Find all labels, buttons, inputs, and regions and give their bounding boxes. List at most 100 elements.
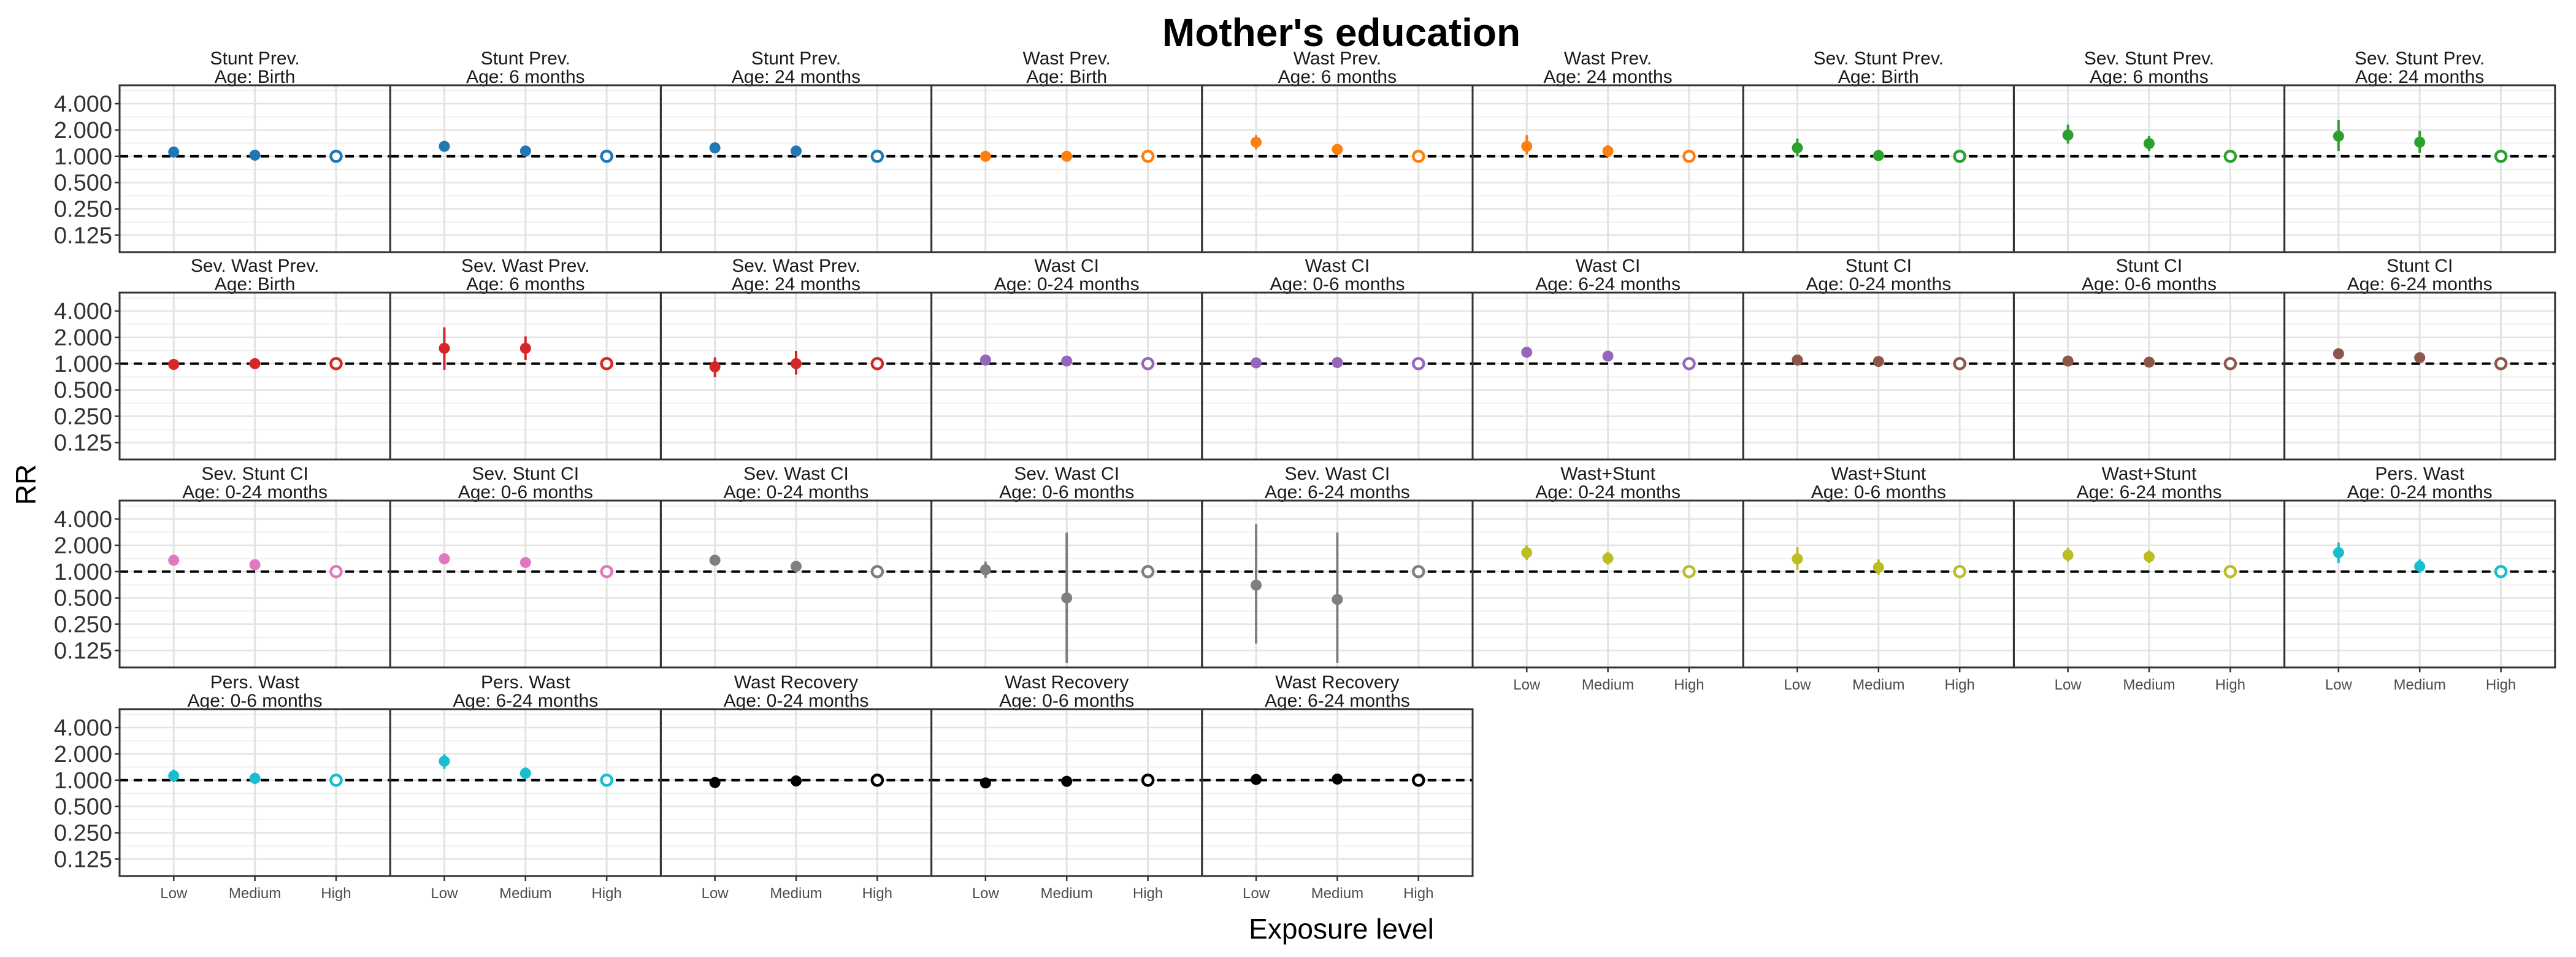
estimate-point [519, 767, 531, 779]
facet-panel: Wast Prev.Age: 6 months [1201, 48, 1474, 253]
panel-border [2283, 291, 2556, 461]
reference-point [1953, 565, 1966, 578]
panel-subtitle: Age: 0-6 months [2082, 274, 2217, 294]
estimate-point [791, 775, 802, 787]
reference-point [600, 565, 613, 578]
estimate-point [791, 561, 802, 572]
facet-panel: Stunt Prev.Age: Birth 0.1250.2500.5001.00… [54, 48, 391, 253]
panel-subtitle: Age: 6 months [466, 67, 585, 87]
estimate-point [1792, 553, 1803, 564]
panel-title: Stunt Prev. [481, 48, 570, 69]
estimate-point [168, 359, 180, 371]
estimate-point [168, 555, 180, 566]
panel-subtitle: Age: 6 months [1278, 67, 1397, 87]
panel-title: Wast Prev. [1564, 48, 1652, 69]
reference-point [1412, 774, 1425, 787]
reference-point [870, 774, 884, 787]
x-tick-label: Medium [499, 885, 551, 902]
estimate-point [1251, 136, 1262, 148]
reference-point [1682, 565, 1696, 578]
x-tick-label: High [1403, 885, 1433, 902]
panel-title: Sev. Stunt Prev. [1814, 48, 1944, 69]
panel-title: Stunt Prev. [751, 48, 841, 69]
y-tick-label: 2.000 [54, 325, 112, 351]
estimate-point [168, 146, 180, 158]
panel-title: Stunt CI [1846, 256, 1912, 276]
estimate-point [979, 777, 991, 789]
facet-panels: Stunt Prev.Age: Birth0.1250.2500.5001.00… [54, 48, 2556, 902]
panel-subtitle: Age: 0-24 months [2347, 482, 2493, 502]
x-tick-label: Low [1513, 677, 1541, 693]
estimate-point [1061, 775, 1073, 787]
panel-title: Sev. Stunt Prev. [2355, 48, 2485, 69]
facet-panel: Sev. Stunt Prev.Age: 24 months [2283, 48, 2556, 253]
estimate-point [2062, 355, 2074, 367]
panel-title: Sev. Wast Prev. [732, 256, 861, 276]
estimate-point [1792, 142, 1803, 153]
y-axis-label: RR [10, 464, 42, 505]
y-tick-label: 1.000 [54, 559, 112, 585]
estimate-point [2062, 549, 2074, 561]
estimate-point [709, 555, 721, 566]
estimate-point [979, 564, 991, 575]
estimate-point [1602, 553, 1614, 564]
panel-subtitle: Age: 0-6 months [999, 691, 1134, 711]
panel-subtitle: Age: 24 months [2355, 67, 2484, 87]
estimate-point [439, 140, 450, 152]
facet-panel: Sev. Wast Prev.Age: 24 months [659, 256, 933, 461]
estimate-point [519, 145, 531, 157]
panel-subtitle: Age: Birth [1026, 67, 1107, 87]
panel-title: Wast CI [1305, 256, 1370, 276]
x-tick-label: High [1944, 677, 1974, 693]
reference-point [329, 565, 343, 578]
estimate-point [791, 358, 802, 369]
panel-border [2283, 84, 2556, 253]
estimate-point [1521, 347, 1533, 358]
y-tick-label: 0.250 [54, 197, 112, 223]
estimate-point [439, 755, 450, 767]
estimate-point [1873, 356, 1884, 367]
y-tick-label: 0.500 [54, 794, 112, 820]
facet-panel: Stunt Prev.Age: 24 months [659, 48, 933, 253]
estimate-point [1061, 592, 1073, 604]
panel-title: Wast+Stunt [2102, 464, 2197, 484]
y-tick-label: 1.000 [54, 768, 112, 794]
facet-panel: Sev. Wast Prev.Age: 6 months [389, 256, 662, 461]
estimate-point [1602, 350, 1614, 362]
y-tick-label: 2.000 [54, 533, 112, 559]
panel-title: Sev. Wast CI [743, 464, 849, 484]
x-tick-label: Low [1243, 885, 1270, 902]
panel-subtitle: Age: 6 months [2090, 67, 2208, 87]
x-tick-label: High [321, 885, 351, 902]
panel-title: Sev. Wast CI [1285, 464, 1390, 484]
estimate-point [249, 772, 261, 784]
panel-subtitle: Age: 0-24 months [1535, 482, 1681, 502]
reference-point [2223, 150, 2237, 163]
panel-title: Wast CI [1576, 256, 1641, 276]
reference-point [1141, 357, 1155, 371]
y-tick-label: 0.250 [54, 404, 112, 430]
panel-subtitle: Age: 6 months [466, 274, 585, 294]
estimate-point [1332, 594, 1343, 605]
panel-subtitle: Age: Birth [1838, 67, 1919, 87]
panel-subtitle: Age: 6-24 months [2077, 482, 2222, 502]
reference-point [2223, 357, 2237, 371]
y-tick-label: 0.125 [54, 847, 112, 872]
panel-title: Sev. Stunt CI [201, 464, 309, 484]
estimate-point [1061, 355, 1073, 367]
reference-point [1412, 565, 1425, 578]
estimate-point [1332, 773, 1343, 785]
x-tick-label: Medium [1041, 885, 1093, 902]
facet-panel: Sev. Stunt Prev.Age: Birth [1742, 48, 2015, 253]
facet-panel: Wast Prev.Age: 24 months [1471, 48, 1744, 253]
panel-subtitle: Age: 0-24 months [1806, 274, 1951, 294]
panel-title: Sev. Stunt CI [472, 464, 580, 484]
panel-title: Pers. Wast [2375, 464, 2464, 484]
x-tick-label: Low [972, 885, 1000, 902]
